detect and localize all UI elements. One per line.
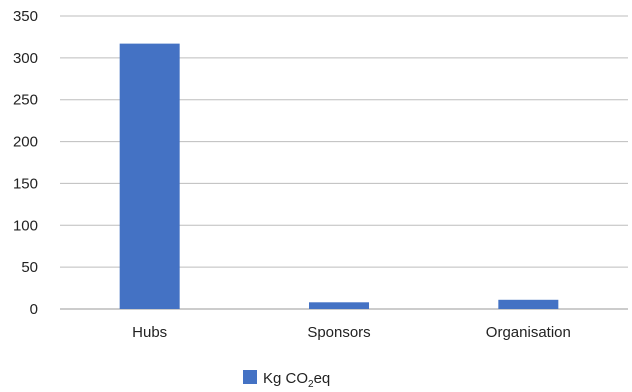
x-axis-category-labels: Hubs Sponsors Organisation — [132, 324, 571, 341]
bar-organisation — [498, 299, 559, 309]
y-axis-tick-labels: 0 50 100 150 200 250 300 350 — [13, 8, 38, 318]
y-tick-label: 350 — [13, 8, 38, 25]
y-tick-label: 0 — [30, 301, 38, 318]
x-category-label: Sponsors — [307, 324, 370, 341]
y-tick-label: 100 — [13, 217, 38, 234]
y-tick-label: 200 — [13, 134, 38, 151]
legend: Kg CO2eq — [243, 370, 330, 390]
y-tick-label: 250 — [13, 92, 38, 109]
bar-hubs — [119, 43, 180, 310]
bars — [119, 43, 559, 310]
x-category-label: Hubs — [132, 324, 167, 341]
x-category-label: Organisation — [486, 324, 571, 341]
legend-label: Kg CO2eq — [263, 370, 330, 390]
y-tick-label: 150 — [13, 175, 38, 192]
legend-swatch — [243, 370, 257, 384]
y-tick-label: 300 — [13, 50, 38, 67]
bar-sponsors — [309, 302, 369, 309]
y-tick-label: 50 — [21, 259, 38, 276]
